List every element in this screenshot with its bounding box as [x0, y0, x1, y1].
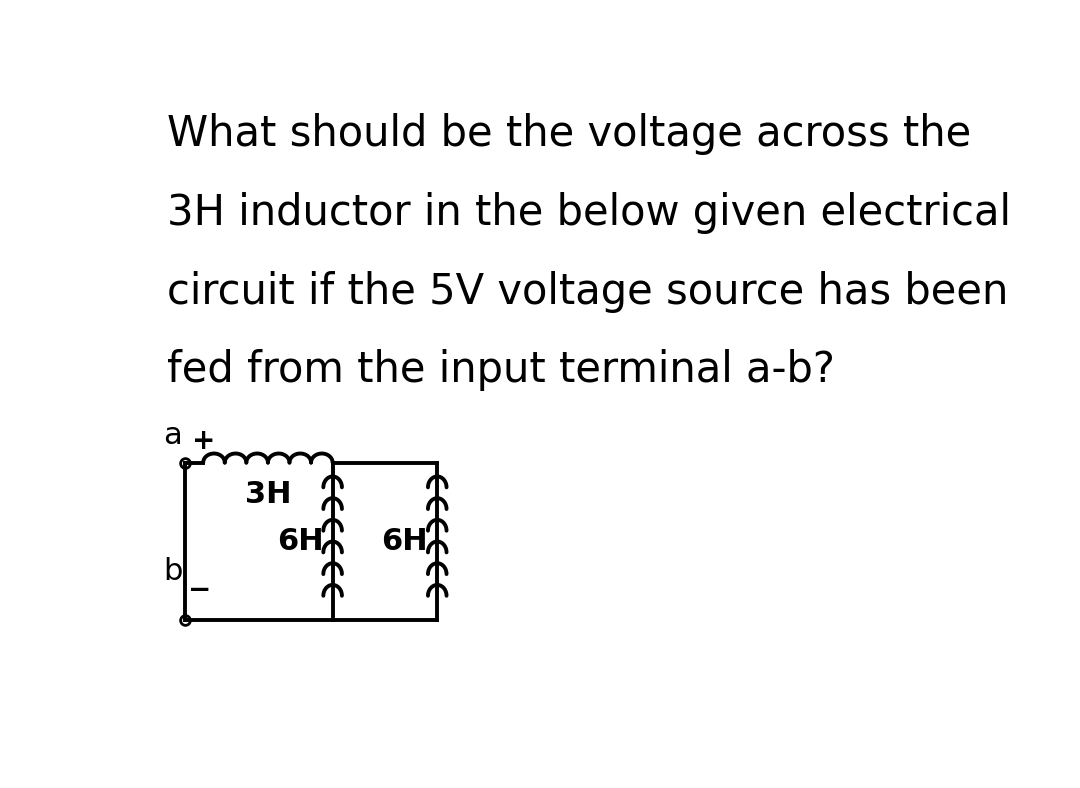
Text: 3H: 3H — [245, 480, 292, 508]
Text: circuit if the 5V voltage source has been: circuit if the 5V voltage source has bee… — [166, 270, 1009, 313]
Text: What should be the voltage across the: What should be the voltage across the — [166, 113, 971, 154]
Text: b: b — [163, 557, 183, 585]
Text: 6H: 6H — [381, 527, 428, 556]
Text: 6H: 6H — [276, 527, 323, 556]
Text: +: + — [191, 427, 215, 455]
Text: a: a — [163, 421, 183, 449]
Text: −: − — [189, 575, 212, 604]
Text: fed from the input terminal a-b?: fed from the input terminal a-b? — [166, 349, 835, 392]
Text: 3H inductor in the below given electrical: 3H inductor in the below given electrica… — [166, 191, 1011, 233]
